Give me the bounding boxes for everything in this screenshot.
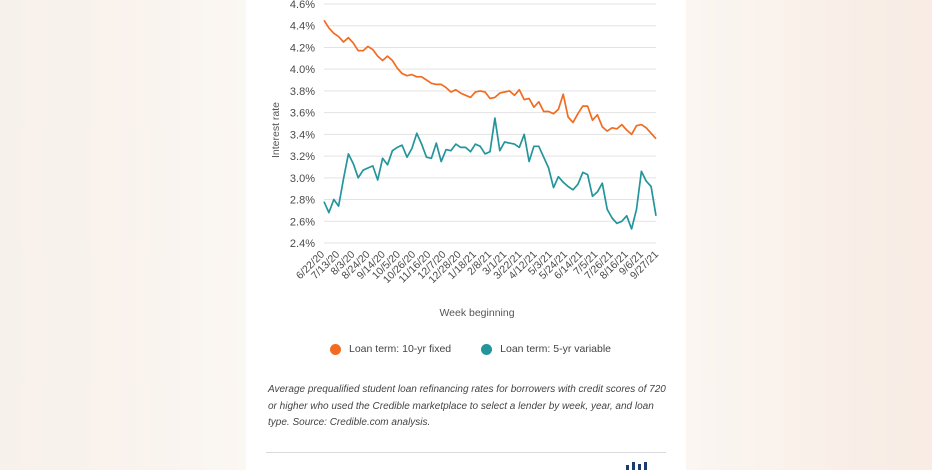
y-tick-label: 3.8%: [290, 86, 315, 98]
chart-legend: Loan term: 10-yr fixed Loan term: 5-yr v…: [330, 342, 641, 356]
y-tick-label: 4.2%: [290, 42, 315, 54]
y-tick-label: 3.6%: [290, 108, 315, 120]
legend-item-5yr-variable: Loan term: 5-yr variable: [481, 343, 611, 355]
y-tick-label: 3.2%: [290, 151, 315, 163]
y-tick-label: 3.4%: [290, 129, 315, 141]
y-tick-label: 2.4%: [290, 238, 315, 250]
y-tick-label: 4.6%: [290, 0, 315, 11]
x-axis-ticks: 6/22/207/13/208/3/208/24/209/14/2010/5/2…: [294, 249, 661, 287]
legend-label-5yr-variable: Loan term: 5-yr variable: [500, 343, 612, 355]
series-line-5yr-variable: [323, 117, 657, 230]
series-lines: [323, 19, 657, 230]
y-tick-label: 4.0%: [290, 64, 315, 76]
background-left: [0, 0, 246, 470]
chart-caption: Average prequalified student loan refina…: [268, 384, 666, 428]
x-axis-title: Week beginning: [439, 307, 514, 319]
y-tick-label: 2.8%: [290, 195, 315, 207]
y-axis-title: Interest rate: [270, 102, 282, 158]
background-right: [686, 0, 932, 470]
series-line-10yr-fixed: [323, 19, 657, 140]
line-chart: 2.4% 2.6% 2.8% 3.0% 3.2% 3.4% 3.6% 3.8% 4.0% 4.2%…: [270, 0, 661, 319]
y-tick-label: 3.0%: [290, 173, 315, 185]
legend-item-10yr-fixed: Loan term: 10-yr fixed: [330, 343, 451, 355]
footer-divider: [266, 452, 666, 453]
y-tick-label: 2.6%: [290, 216, 315, 228]
legend-label-10yr-fixed: Loan term: 10-yr fixed: [349, 343, 452, 355]
chart-card: 2.4% 2.6% 2.8% 3.0% 3.2% 3.4% 3.6% 3.8% 4.0% 4.2%…: [246, 0, 686, 470]
y-tick-label: 4.4%: [290, 21, 315, 33]
legend-swatch-5yr-variable: [481, 343, 493, 355]
gridlines: [324, 3, 656, 244]
brand-logo-mark: [626, 462, 656, 470]
y-axis-ticks: 2.4% 2.6% 2.8% 3.0% 3.2% 3.4% 3.6% 3.8% 4.0% 4.2%…: [290, 0, 315, 250]
legend-swatch-10yr-fixed: [330, 343, 341, 355]
